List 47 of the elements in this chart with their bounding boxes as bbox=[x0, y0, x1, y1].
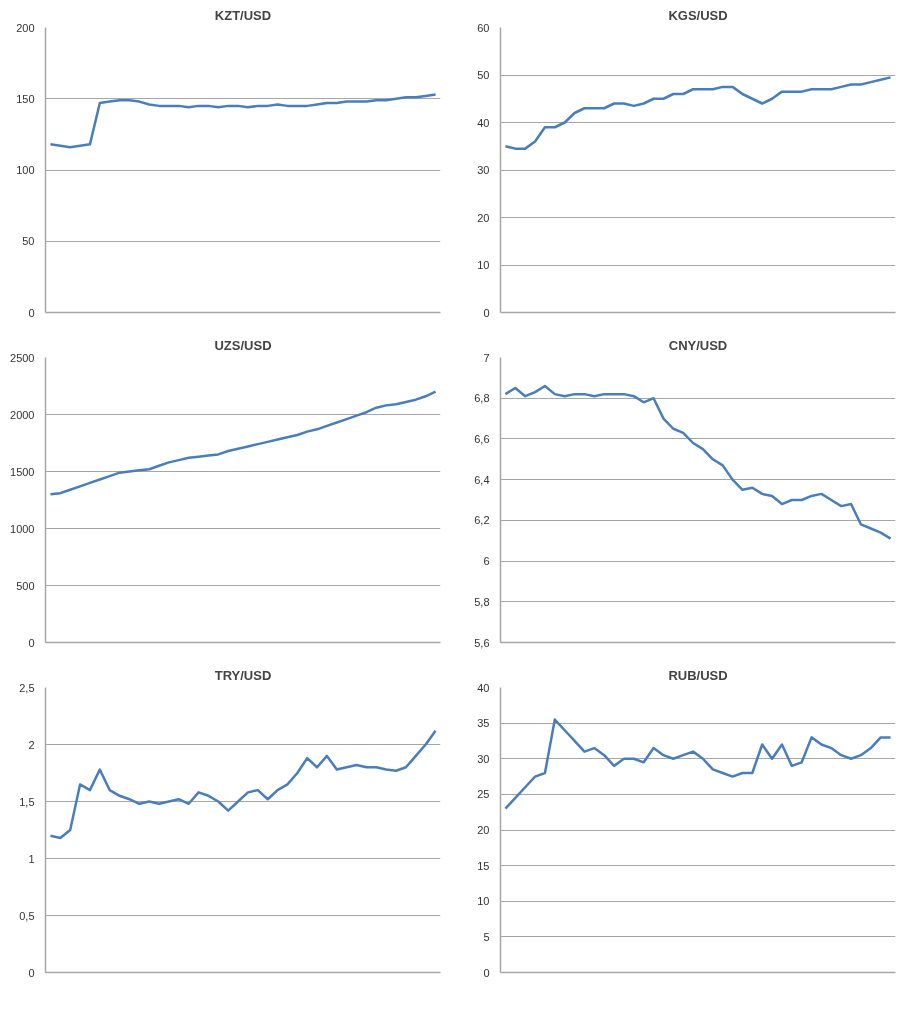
y-tick-label: 10 bbox=[477, 895, 490, 908]
y-tick-label: 0 bbox=[28, 966, 35, 979]
y-tick-label: 10 bbox=[477, 259, 490, 271]
y-tick-label: 50 bbox=[22, 235, 35, 248]
y-tick-label: 20 bbox=[477, 211, 490, 224]
y-tick-label: 6,8 bbox=[474, 392, 490, 405]
y-tick-label: 0 bbox=[483, 966, 490, 979]
y-tick-label: 0 bbox=[28, 306, 35, 319]
y-tick-label: 0 bbox=[28, 636, 35, 649]
y-tick-label: 5,8 bbox=[474, 595, 490, 608]
y-tick-label: 20 bbox=[477, 824, 490, 836]
y-tick-label: 35 bbox=[477, 717, 490, 730]
chart-title: KGS/USD bbox=[668, 7, 728, 23]
y-tick-label: 0 bbox=[483, 306, 490, 319]
y-tick-label: 5 bbox=[483, 930, 490, 943]
chart-title: TRY/USD bbox=[214, 667, 272, 683]
y-tick-label: 6,4 bbox=[474, 473, 490, 486]
y-tick-label: 5,6 bbox=[474, 636, 490, 649]
y-tick-label: 6,6 bbox=[474, 432, 490, 445]
y-tick-label: 500 bbox=[16, 579, 35, 592]
y-tick-label: 30 bbox=[477, 164, 490, 176]
y-tick-label: 1 bbox=[28, 852, 35, 865]
y-tick-label: 40 bbox=[477, 116, 490, 129]
y-tick-label: 6,2 bbox=[474, 514, 490, 527]
y-tick-label: 30 bbox=[477, 752, 490, 765]
y-tick-label: 100 bbox=[16, 164, 35, 176]
y-tick-label: 50 bbox=[477, 69, 490, 81]
y-tick-label: 15 bbox=[477, 859, 490, 872]
y-tick-label: 1500 bbox=[10, 465, 35, 478]
y-tick-label: 2,5 bbox=[19, 681, 35, 694]
chart-title: CNY/USD bbox=[668, 337, 728, 353]
y-tick-label: 200 bbox=[16, 21, 35, 34]
y-tick-label: 2000 bbox=[10, 408, 35, 421]
y-tick-label: 60 bbox=[477, 21, 490, 34]
y-tick-label: 1000 bbox=[10, 522, 35, 535]
y-tick-label: 6 bbox=[483, 555, 490, 568]
y-tick-label: 40 bbox=[477, 681, 490, 694]
chart-title: UZS/USD bbox=[214, 337, 272, 353]
y-tick-label: 2 bbox=[28, 738, 35, 751]
y-tick-label: 0,5 bbox=[19, 909, 35, 922]
y-tick-label: 7 bbox=[483, 351, 490, 364]
y-tick-label: 1,5 bbox=[19, 795, 35, 808]
chart-title: KZT/USD bbox=[214, 7, 272, 23]
y-tick-label: 25 bbox=[477, 788, 490, 801]
y-tick-label: 150 bbox=[16, 92, 35, 105]
chart-title: RUB/USD bbox=[668, 667, 728, 683]
y-tick-label: 2500 bbox=[10, 351, 35, 364]
